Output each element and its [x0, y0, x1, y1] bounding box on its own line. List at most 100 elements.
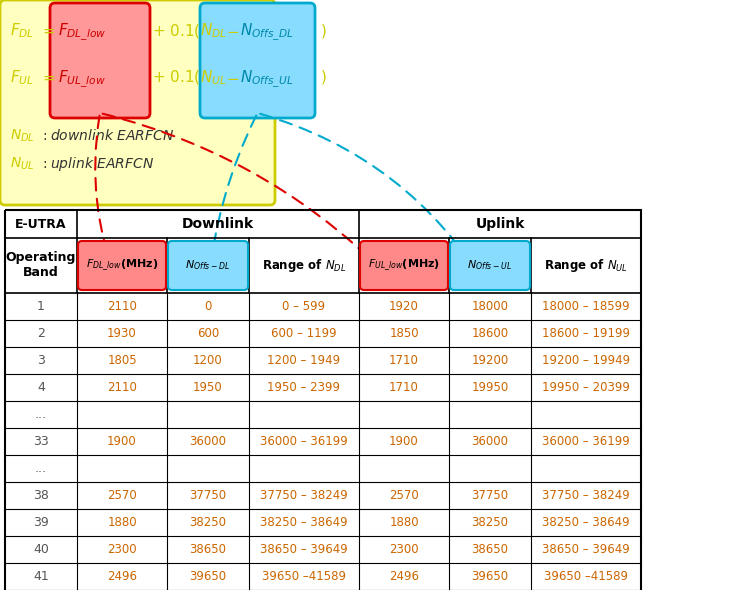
Text: $F_{UL}$: $F_{UL}$: [10, 68, 34, 87]
FancyBboxPatch shape: [168, 241, 248, 290]
Text: $F_{UL\_low}$: $F_{UL\_low}$: [58, 68, 106, 90]
Text: 2570: 2570: [389, 489, 419, 502]
Text: Uplink: Uplink: [476, 217, 525, 231]
Text: $=$: $=$: [40, 70, 56, 85]
Text: 1805: 1805: [107, 354, 137, 367]
Text: 1950 – 2399: 1950 – 2399: [268, 381, 340, 394]
Text: 18000 – 18599: 18000 – 18599: [542, 300, 630, 313]
Text: Range of $N_{DL}$: Range of $N_{DL}$: [262, 257, 346, 274]
Text: 38: 38: [33, 489, 49, 502]
Text: $F_{DL\_low}$: $F_{DL\_low}$: [58, 22, 107, 42]
Text: $N_{DL}$: $N_{DL}$: [10, 128, 35, 145]
Text: $-$: $-$: [226, 70, 239, 85]
Text: 39: 39: [33, 516, 49, 529]
Text: $F_{DL\_low}$(MHz): $F_{DL\_low}$(MHz): [86, 258, 158, 273]
Text: $F_{DL}$: $F_{DL}$: [10, 21, 35, 40]
Text: $+\ 0.1($: $+\ 0.1($: [152, 21, 201, 40]
Bar: [5, 210, 641, 590]
FancyBboxPatch shape: [450, 241, 530, 290]
Text: 1950: 1950: [193, 381, 223, 394]
Text: 1710: 1710: [389, 381, 419, 394]
Text: 18000: 18000: [471, 300, 509, 313]
Text: 1850: 1850: [390, 327, 419, 340]
Text: 1920: 1920: [389, 300, 419, 313]
Text: 37750 – 38249: 37750 – 38249: [542, 489, 630, 502]
Text: Range of $N_{UL}$: Range of $N_{UL}$: [544, 257, 628, 274]
FancyBboxPatch shape: [0, 0, 275, 205]
Text: 39650: 39650: [471, 570, 509, 583]
Text: 19950: 19950: [471, 381, 509, 394]
Text: 2110: 2110: [107, 381, 137, 394]
Text: 3: 3: [37, 354, 45, 367]
Text: $N_{UL}$: $N_{UL}$: [10, 156, 35, 172]
Text: 2300: 2300: [107, 543, 137, 556]
Text: $:downlink\ EARFCN$: $:downlink\ EARFCN$: [40, 128, 174, 143]
Text: 38650: 38650: [190, 543, 226, 556]
Text: 19950 – 20399: 19950 – 20399: [542, 381, 630, 394]
Text: 36000 – 36199: 36000 – 36199: [260, 435, 348, 448]
Text: 38250 – 38649: 38250 – 38649: [260, 516, 348, 529]
Text: $N_{UL}$: $N_{UL}$: [200, 68, 226, 87]
Text: 1900: 1900: [389, 435, 419, 448]
Text: 19200 – 19949: 19200 – 19949: [542, 354, 630, 367]
Text: E-UTRA: E-UTRA: [15, 218, 67, 231]
Text: 2570: 2570: [107, 489, 137, 502]
Text: 0: 0: [204, 300, 212, 313]
Text: 38650 – 39649: 38650 – 39649: [542, 543, 630, 556]
Text: 39650 –41589: 39650 –41589: [262, 570, 346, 583]
Text: 40: 40: [33, 543, 49, 556]
Text: 1: 1: [37, 300, 45, 313]
Text: 36000 – 36199: 36000 – 36199: [542, 435, 630, 448]
Text: 38250: 38250: [190, 516, 226, 529]
Text: $:uplink\ EARFCN$: $:uplink\ EARFCN$: [40, 155, 154, 173]
Text: 2: 2: [37, 327, 45, 340]
Text: 2300: 2300: [390, 543, 419, 556]
Text: $)$: $)$: [320, 68, 326, 87]
Text: 39650: 39650: [190, 570, 226, 583]
Text: $-$: $-$: [226, 23, 239, 38]
FancyBboxPatch shape: [50, 3, 150, 118]
Text: 4: 4: [37, 381, 45, 394]
Text: 41: 41: [33, 570, 49, 583]
Text: 1710: 1710: [389, 354, 419, 367]
Text: 0 – 599: 0 – 599: [282, 300, 326, 313]
Text: ...: ...: [35, 462, 47, 475]
Text: 2110: 2110: [107, 300, 137, 313]
Text: 18600: 18600: [471, 327, 509, 340]
Text: $N_{Offs\_UL}$: $N_{Offs\_UL}$: [240, 68, 293, 90]
Text: 38650 – 39649: 38650 – 39649: [260, 543, 348, 556]
Text: $F_{UL\_low}$(MHz): $F_{UL\_low}$(MHz): [368, 258, 440, 273]
Text: Downlink: Downlink: [182, 217, 254, 231]
FancyBboxPatch shape: [78, 241, 166, 290]
Text: 18600 – 19199: 18600 – 19199: [542, 327, 630, 340]
Text: 2496: 2496: [107, 570, 137, 583]
Text: 1880: 1880: [107, 516, 137, 529]
Text: 1880: 1880: [390, 516, 419, 529]
Text: 37750 – 38249: 37750 – 38249: [260, 489, 348, 502]
Text: 1200 – 1949: 1200 – 1949: [268, 354, 340, 367]
Text: 2496: 2496: [389, 570, 419, 583]
Text: 37750: 37750: [471, 489, 509, 502]
Text: $N_{Offs-DL}$: $N_{Offs-DL}$: [185, 258, 231, 273]
FancyBboxPatch shape: [360, 241, 448, 290]
Text: 600 – 1199: 600 – 1199: [271, 327, 337, 340]
Text: ...: ...: [35, 408, 47, 421]
Text: 1900: 1900: [107, 435, 137, 448]
Text: 38250 – 38649: 38250 – 38649: [542, 516, 630, 529]
Text: 600: 600: [197, 327, 219, 340]
Text: $N_{Offs-UL}$: $N_{Offs-UL}$: [467, 258, 512, 273]
Text: $+\ 0.1($: $+\ 0.1($: [152, 68, 201, 87]
FancyBboxPatch shape: [200, 3, 315, 118]
Text: Operating
Band: Operating Band: [6, 251, 76, 280]
Text: 39650 –41589: 39650 –41589: [544, 570, 628, 583]
Text: $N_{Offs\_DL}$: $N_{Offs\_DL}$: [240, 22, 294, 42]
Text: 36000: 36000: [190, 435, 226, 448]
Text: 36000: 36000: [471, 435, 509, 448]
Text: 1200: 1200: [193, 354, 223, 367]
Text: 38650: 38650: [471, 543, 509, 556]
Text: $N_{DL}$: $N_{DL}$: [200, 21, 227, 40]
Text: 19200: 19200: [471, 354, 509, 367]
Text: 38250: 38250: [471, 516, 509, 529]
Text: $)$: $)$: [320, 21, 326, 40]
Text: 1930: 1930: [107, 327, 137, 340]
